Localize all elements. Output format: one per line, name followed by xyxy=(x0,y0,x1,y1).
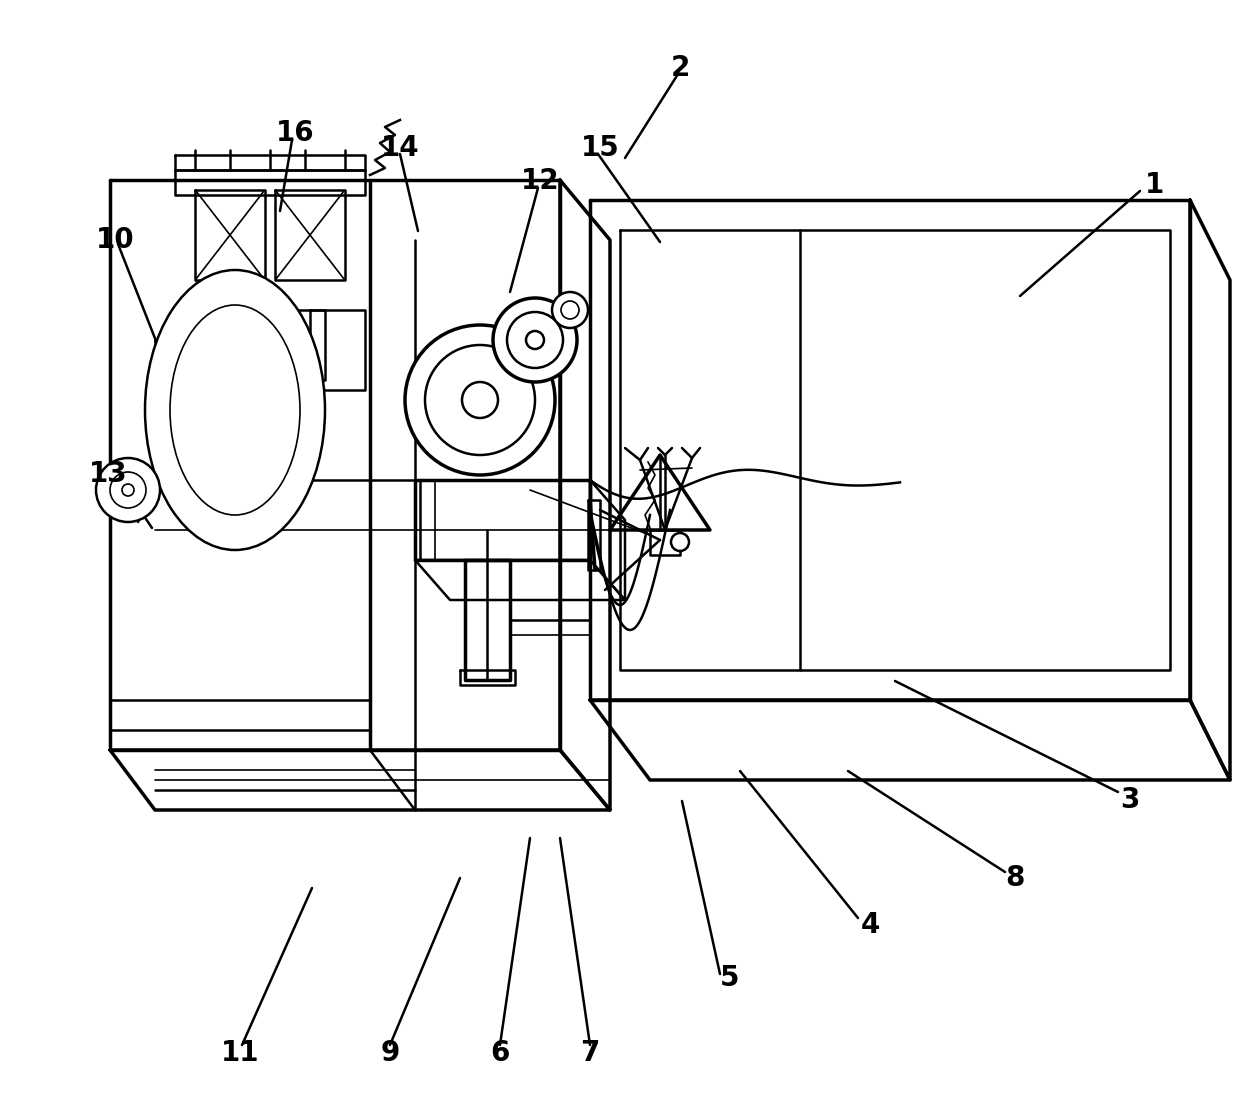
Text: 5: 5 xyxy=(720,964,740,992)
Text: 16: 16 xyxy=(275,119,314,147)
Text: 2: 2 xyxy=(671,54,689,82)
Circle shape xyxy=(122,484,134,495)
Circle shape xyxy=(526,331,544,349)
Text: 7: 7 xyxy=(580,1039,600,1067)
Circle shape xyxy=(425,345,534,455)
Text: 12: 12 xyxy=(521,167,559,195)
Circle shape xyxy=(405,325,556,474)
Ellipse shape xyxy=(145,270,325,550)
Text: 14: 14 xyxy=(381,134,419,161)
Text: 4: 4 xyxy=(861,911,879,939)
Text: 13: 13 xyxy=(89,460,128,488)
Text: 1: 1 xyxy=(1146,171,1164,199)
Text: 6: 6 xyxy=(490,1039,510,1067)
Text: 3: 3 xyxy=(1120,786,1140,814)
Text: 11: 11 xyxy=(221,1039,259,1067)
Text: 10: 10 xyxy=(95,226,134,254)
Circle shape xyxy=(671,533,689,551)
Text: 15: 15 xyxy=(580,134,619,161)
Circle shape xyxy=(494,298,577,382)
Circle shape xyxy=(463,382,498,418)
Text: 8: 8 xyxy=(1006,864,1024,893)
Circle shape xyxy=(552,292,588,328)
Circle shape xyxy=(110,472,146,508)
Circle shape xyxy=(95,458,160,522)
Circle shape xyxy=(507,312,563,368)
Circle shape xyxy=(560,301,579,319)
Text: 9: 9 xyxy=(381,1039,399,1067)
Ellipse shape xyxy=(170,305,300,515)
